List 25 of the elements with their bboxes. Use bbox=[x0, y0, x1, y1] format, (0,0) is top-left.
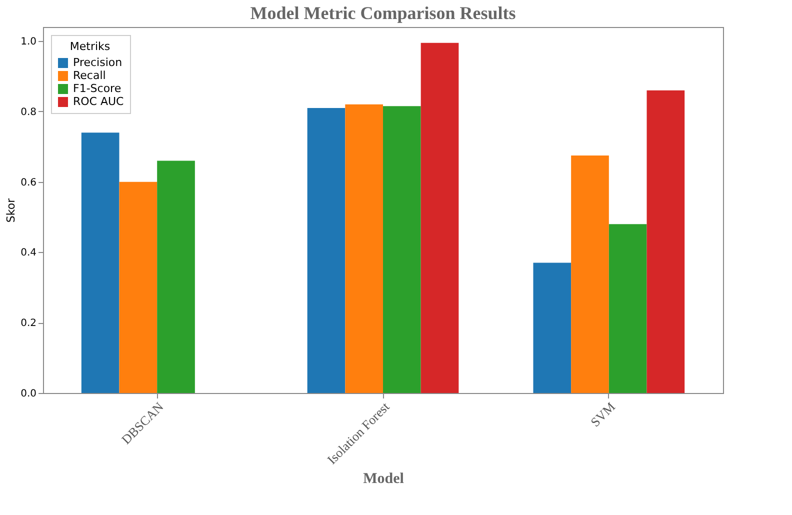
legend-label: F1-Score bbox=[73, 82, 122, 95]
y-tick-label: 0.2 bbox=[20, 318, 36, 330]
y-tick-label: 0.8 bbox=[20, 106, 36, 118]
bar bbox=[420, 42, 459, 393]
legend-label: ROC AUC bbox=[73, 95, 124, 108]
y-tick-label: 0.4 bbox=[20, 248, 36, 259]
chart-title: Model Metric Comparison Results bbox=[250, 3, 516, 23]
y-axis-title: Skor bbox=[4, 198, 18, 223]
bar bbox=[119, 182, 158, 393]
y-tick-label: 0.6 bbox=[20, 177, 36, 188]
legend-label: Precision bbox=[73, 56, 122, 69]
legend-label: Recall bbox=[73, 69, 106, 82]
bar bbox=[646, 90, 685, 393]
bar bbox=[157, 160, 195, 393]
bar bbox=[608, 224, 647, 393]
bar bbox=[345, 104, 383, 393]
bar bbox=[533, 262, 572, 393]
y-tick-label: 1.0 bbox=[20, 36, 36, 48]
x-axis-title: Model bbox=[363, 471, 404, 488]
bar bbox=[81, 132, 120, 393]
bar bbox=[307, 108, 346, 393]
y-tick-label: 0.0 bbox=[20, 388, 36, 400]
bar bbox=[571, 155, 609, 393]
bar bbox=[383, 106, 421, 393]
legend-title: Metriks bbox=[70, 40, 110, 53]
